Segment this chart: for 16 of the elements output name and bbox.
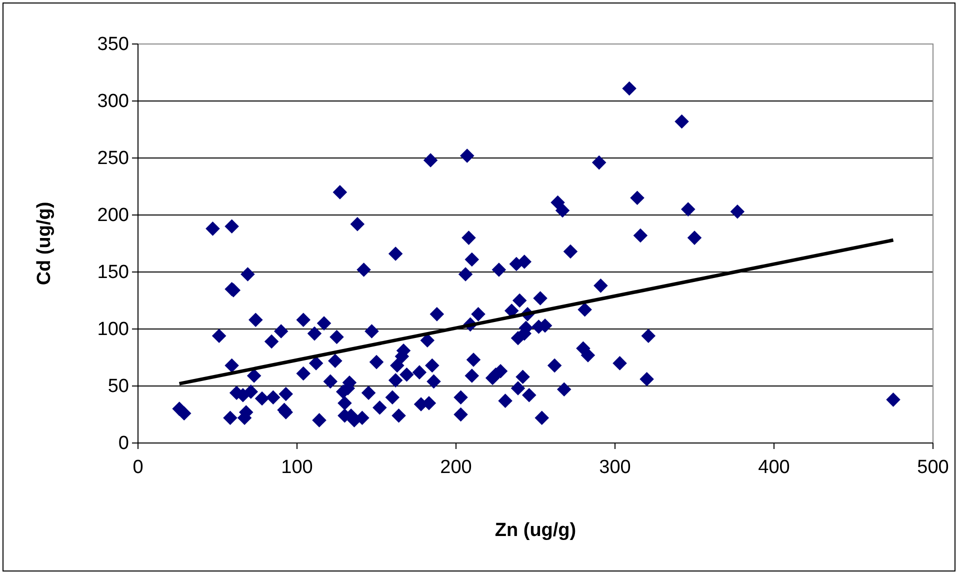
y-tick-label: 100 bbox=[97, 319, 129, 340]
y-tick-label: 150 bbox=[97, 262, 129, 284]
x-tick-label: 500 bbox=[917, 456, 949, 478]
x-axis-title: Zn (ug/g) bbox=[494, 520, 576, 541]
y-tick-label: 350 bbox=[97, 34, 129, 56]
x-tick-label: 400 bbox=[758, 456, 790, 478]
y-axis-title: Cd (ug/g) bbox=[34, 202, 55, 286]
y-tick-label: 300 bbox=[97, 91, 129, 112]
x-tick-label: 300 bbox=[599, 456, 631, 478]
y-tick-label: 200 bbox=[97, 205, 129, 226]
y-tick-label: 50 bbox=[108, 376, 129, 398]
y-tick-label: 250 bbox=[97, 148, 129, 170]
x-tick-label: 100 bbox=[281, 456, 313, 478]
y-tick-label: 0 bbox=[118, 433, 129, 454]
x-tick-label: 0 bbox=[132, 456, 144, 478]
x-tick-label: 200 bbox=[440, 456, 472, 478]
